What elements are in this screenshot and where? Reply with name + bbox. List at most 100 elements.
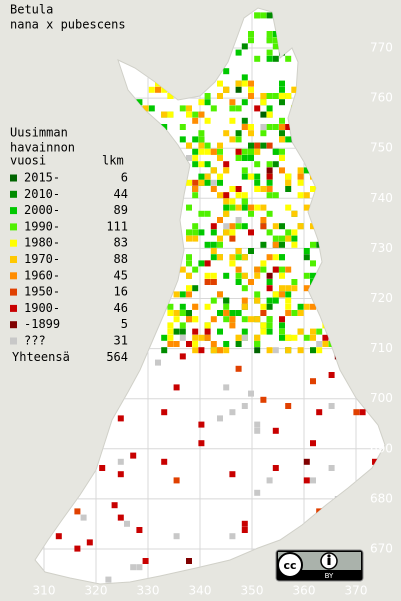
observation-square — [248, 124, 254, 130]
observation-square — [285, 285, 292, 292]
grid-label-y: 760 — [370, 91, 393, 105]
observation-square — [217, 80, 223, 87]
observation-square — [279, 272, 285, 279]
observation-square — [173, 477, 180, 484]
observation-square — [297, 328, 304, 335]
observation-square — [241, 155, 248, 161]
observation-square — [248, 37, 254, 44]
observation-square — [291, 86, 298, 93]
observation-square — [217, 173, 223, 180]
observation-square — [148, 86, 155, 93]
observation-square — [254, 334, 261, 341]
legend-heading: Uusimman — [10, 126, 68, 140]
observation-square — [303, 272, 310, 279]
observation-square — [192, 155, 199, 161]
observation-square — [86, 539, 93, 546]
observation-square — [272, 93, 279, 99]
observation-square — [279, 99, 285, 106]
observation-square — [204, 99, 211, 106]
observation-square — [161, 86, 168, 93]
observation-square — [204, 117, 211, 124]
observation-square — [223, 192, 230, 199]
observation-square — [223, 210, 230, 217]
observation-square — [248, 229, 254, 236]
grid-label-x: 370 — [345, 584, 368, 598]
observation-square — [210, 248, 217, 254]
observation-square — [235, 49, 242, 56]
observation-square — [285, 403, 292, 409]
observation-square — [254, 179, 261, 186]
grid-label-y: 720 — [370, 291, 393, 305]
observation-square — [210, 254, 217, 261]
legend-count: 6 — [121, 171, 128, 185]
observation-square — [248, 142, 254, 149]
total-count: 564 — [106, 350, 128, 364]
observation-square — [179, 124, 186, 130]
observation-square — [254, 12, 261, 19]
observation-square — [204, 210, 211, 217]
observation-square — [235, 248, 242, 254]
observation-square — [173, 328, 180, 335]
observation-square — [223, 86, 230, 93]
observation-square — [223, 310, 230, 316]
observation-square — [279, 148, 285, 155]
observation-square — [229, 533, 236, 540]
observation-square — [179, 266, 186, 273]
observation-square — [248, 210, 254, 217]
observation-square — [167, 111, 174, 118]
observation-square — [303, 167, 310, 174]
legend-swatch — [10, 190, 17, 198]
observation-square — [266, 31, 273, 37]
observation-square — [254, 148, 261, 155]
observation-square — [272, 31, 279, 37]
observation-square — [279, 291, 285, 298]
observation-square — [235, 272, 242, 279]
observation-square — [260, 217, 267, 223]
observation-square — [217, 310, 223, 316]
observation-square — [303, 192, 310, 199]
observation-square — [204, 303, 211, 310]
observation-square — [217, 93, 223, 99]
legend-label: 2015- — [24, 171, 60, 185]
observation-square — [229, 186, 236, 192]
observation-square — [204, 328, 211, 335]
observation-square — [260, 186, 267, 192]
observation-square — [303, 285, 310, 292]
grid-label-x: 340 — [189, 584, 212, 598]
observation-square — [241, 173, 248, 180]
observation-square — [266, 316, 273, 323]
observation-square — [266, 93, 273, 99]
observation-square — [217, 328, 223, 335]
observation-square — [248, 173, 254, 180]
observation-square — [297, 310, 304, 316]
observation-square — [235, 310, 242, 316]
observation-square — [186, 142, 192, 149]
observation-square — [229, 316, 236, 323]
observation-square — [235, 155, 242, 161]
observation-square — [285, 291, 292, 298]
observation-square — [266, 167, 273, 174]
observation-square — [279, 235, 285, 242]
observation-square — [186, 179, 192, 186]
observation-square — [266, 173, 273, 180]
observation-square — [210, 186, 217, 192]
observation-square — [161, 124, 168, 130]
observation-square — [322, 341, 329, 347]
observation-square — [186, 204, 192, 211]
observation-square — [285, 297, 292, 304]
observation-square — [235, 266, 242, 273]
observation-square — [254, 489, 261, 496]
observation-square — [279, 136, 285, 143]
legend-count: 111 — [106, 219, 128, 233]
legend-label: -1899 — [24, 317, 60, 331]
observation-square — [254, 142, 261, 149]
observation-square — [291, 310, 298, 316]
observation-square — [223, 297, 230, 304]
grid-label-y: 740 — [370, 191, 393, 205]
observation-square — [272, 124, 279, 130]
observation-square — [279, 241, 285, 248]
legend-count: 46 — [114, 301, 128, 315]
observation-square — [192, 334, 199, 341]
observation-square — [241, 316, 248, 323]
observation-square — [235, 279, 242, 285]
